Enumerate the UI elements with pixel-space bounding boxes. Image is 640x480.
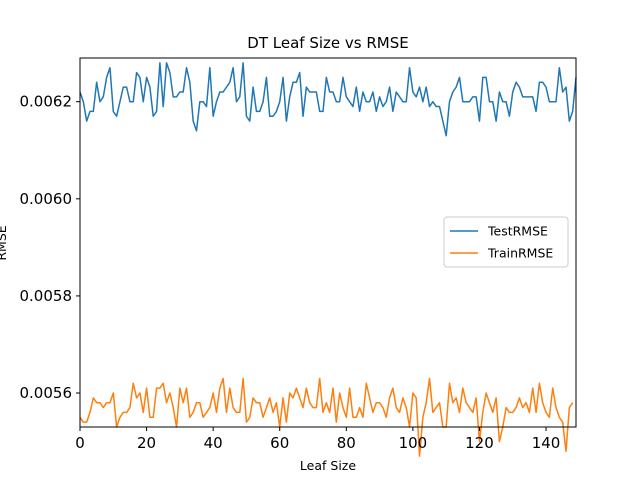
series-line-testrmse	[79, 62, 577, 137]
x-tick-label: 100	[399, 434, 428, 452]
legend-box	[443, 216, 569, 268]
y-axis: 0.0056 0.0058 0.0060 0.0062	[20, 93, 80, 402]
y-axis-title: RMSE	[0, 225, 9, 260]
series-line-trainrmse	[79, 377, 574, 457]
legend-label-trainrmse: TrainRMSE	[487, 246, 553, 261]
plot-lines	[79, 62, 577, 457]
y-tick-label: 0.0060	[20, 190, 73, 208]
x-tick-label: 0	[75, 434, 85, 452]
y-tick-label: 0.0058	[20, 287, 73, 305]
x-tick-label: 20	[137, 434, 156, 452]
x-axis-title: Leaf Size	[300, 458, 356, 473]
y-tick-label: 0.0056	[20, 384, 73, 402]
chart-title: DT Leaf Size vs RMSE	[247, 34, 408, 52]
x-tick-label: 60	[270, 434, 289, 452]
legend: TestRMSE TrainRMSE	[443, 216, 569, 268]
x-tick-label: 80	[337, 434, 356, 452]
x-axis: 0 20 40 60 80 100 120 140	[75, 427, 560, 452]
x-tick-label: 40	[204, 434, 223, 452]
x-tick-label: 120	[465, 434, 494, 452]
plot-frame	[79, 57, 577, 428]
legend-label-testrmse: TestRMSE	[487, 224, 548, 239]
y-tick-label: 0.0062	[20, 93, 73, 111]
x-tick-label: 140	[532, 434, 561, 452]
